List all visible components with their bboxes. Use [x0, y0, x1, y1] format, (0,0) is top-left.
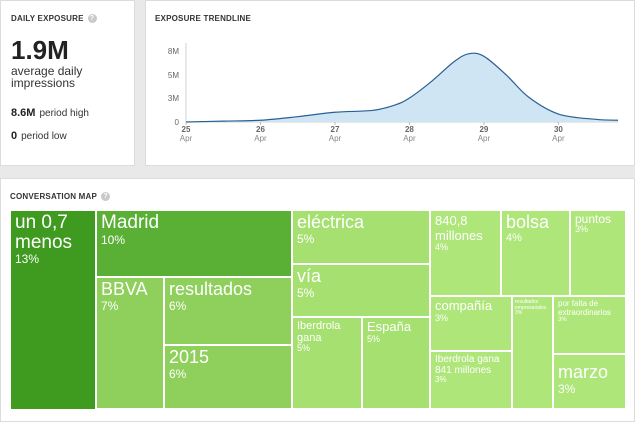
x-tick-month: Apr [329, 134, 342, 143]
y-tick-label: 0 [175, 118, 180, 127]
map-tile-pct: 3% [515, 310, 523, 316]
map-tile-pct: 3% [435, 375, 447, 384]
daily-exposure-title: DAILY EXPOSURE? [11, 14, 97, 24]
map-tile-term: compañía [435, 298, 493, 313]
period-low: 0 period low [11, 130, 67, 142]
map-tile-term: BBVA [101, 279, 148, 299]
map-tile-term: puntos [575, 212, 612, 226]
period-low-value: 0 [11, 130, 18, 142]
map-tile-pct: 13% [15, 252, 40, 266]
map-tile[interactable]: resultados empresariales 3% [513, 297, 553, 409]
x-tick-day: 29 [479, 125, 488, 134]
map-tile[interactable]: 840,8 millones 4% [431, 211, 501, 296]
period-high-label: period high [39, 108, 89, 119]
x-tick-month: Apr [254, 134, 267, 143]
map-tile[interactable]: 2015 6% [165, 346, 292, 409]
x-tick-day: 28 [405, 125, 414, 134]
map-tile-term: Madrid [101, 212, 160, 233]
map-tile-pct: 4% [435, 242, 449, 252]
map-tile-term: Iberdrola gana [297, 320, 341, 344]
daily-exposure-panel: DAILY EXPOSURE? 1.9M average daily impre… [0, 0, 135, 166]
map-tile-term: España [367, 319, 412, 334]
map-tile[interactable]: Iberdrola gana 5% [293, 318, 362, 409]
x-tick-day: 26 [256, 125, 265, 134]
map-tile[interactable]: Madrid 10% [97, 211, 292, 277]
daily-exposure-title-text: DAILY EXPOSURE [11, 14, 84, 23]
map-tile-pct: 7% [101, 299, 119, 313]
y-tick-label: 5M [168, 71, 179, 80]
map-tile-pct: 3% [558, 382, 576, 396]
conversation-map-panel: CONVERSATION MAP? un 0,7 menos 13% Madri… [0, 178, 635, 422]
map-tile-term: 2015 [169, 347, 210, 367]
period-low-label: period low [21, 131, 67, 142]
map-tile[interactable]: Iberdrola gana 841 millones 3% [431, 352, 512, 409]
help-icon[interactable]: ? [87, 14, 97, 24]
map-tile[interactable]: puntos 3% [571, 211, 626, 296]
help-icon[interactable]: ? [101, 192, 111, 202]
map-tile[interactable]: vía 5% [293, 265, 430, 317]
map-tile-pct: 3% [575, 224, 589, 234]
map-tile[interactable]: España 5% [363, 318, 430, 409]
map-tile[interactable]: por falta de extraordinarios 3% [554, 297, 626, 354]
x-tick-day: 30 [554, 125, 563, 134]
map-tile-pct: 3% [558, 317, 567, 323]
exposure-trendline-panel: EXPOSURE TRENDLINE 8M 5M 3M 0 25 Apr 26 Apr 27 Ap… [145, 0, 635, 166]
map-tile-term: un 0,7 menos [15, 212, 73, 253]
map-tile-pct: 4% [506, 232, 522, 244]
map-tile-term: vía [297, 266, 322, 286]
x-tick-day: 25 [182, 125, 191, 134]
map-tile-term: 840,8 millones [435, 213, 483, 243]
map-tile[interactable]: bolsa 4% [502, 211, 570, 296]
average-daily-value: 1.9M [11, 35, 69, 65]
map-tile-term: eléctrica [297, 212, 365, 232]
map-tile-term: resultados empresariales [515, 299, 547, 311]
map-tile-pct: 6% [169, 367, 187, 381]
map-tile-term: Iberdrola gana 841 millones [435, 354, 500, 376]
map-tile-term: por falta de extraordinarios [558, 299, 611, 317]
map-tile-pct: 5% [297, 286, 315, 300]
y-tick-label: 8M [168, 47, 179, 56]
map-tile-pct: 5% [297, 232, 315, 246]
map-tile-pct: 5% [367, 334, 381, 344]
x-tick-month: Apr [478, 134, 491, 143]
conversation-map-title-text: CONVERSATION MAP [10, 192, 98, 201]
map-tile[interactable]: marzo 3% [554, 355, 626, 409]
map-tile-term: bolsa [506, 212, 550, 232]
map-tile-pct: 10% [101, 233, 126, 247]
map-tile[interactable]: compañía 3% [431, 297, 512, 351]
trend-line [185, 52, 619, 123]
map-tile-term: marzo [558, 362, 609, 382]
exposure-trendline-title: EXPOSURE TRENDLINE [155, 14, 252, 23]
trend-area [186, 53, 618, 122]
period-high-value: 8.6M [11, 107, 36, 119]
map-tile-pct: 3% [435, 313, 449, 323]
map-tile[interactable]: un 0,7 menos 13% [11, 211, 96, 409]
x-tick-month: Apr [403, 134, 416, 143]
map-tile-term: resultados [169, 279, 253, 299]
average-daily-label: average daily impressions [11, 64, 83, 90]
y-tick-label: 3M [168, 94, 179, 103]
conversation-map-title: CONVERSATION MAP? [10, 192, 111, 202]
map-tile[interactable]: resultados 6% [165, 278, 292, 345]
map-tile[interactable]: BBVA 7% [97, 278, 164, 409]
x-tick-month: Apr [180, 134, 193, 143]
period-high: 8.6M period high [11, 107, 89, 119]
map-tile-pct: 6% [169, 299, 187, 313]
map-tile-pct: 5% [297, 343, 311, 353]
x-tick-month: Apr [552, 134, 565, 143]
map-tile[interactable]: eléctrica 5% [293, 211, 430, 264]
x-tick-day: 27 [331, 125, 340, 134]
